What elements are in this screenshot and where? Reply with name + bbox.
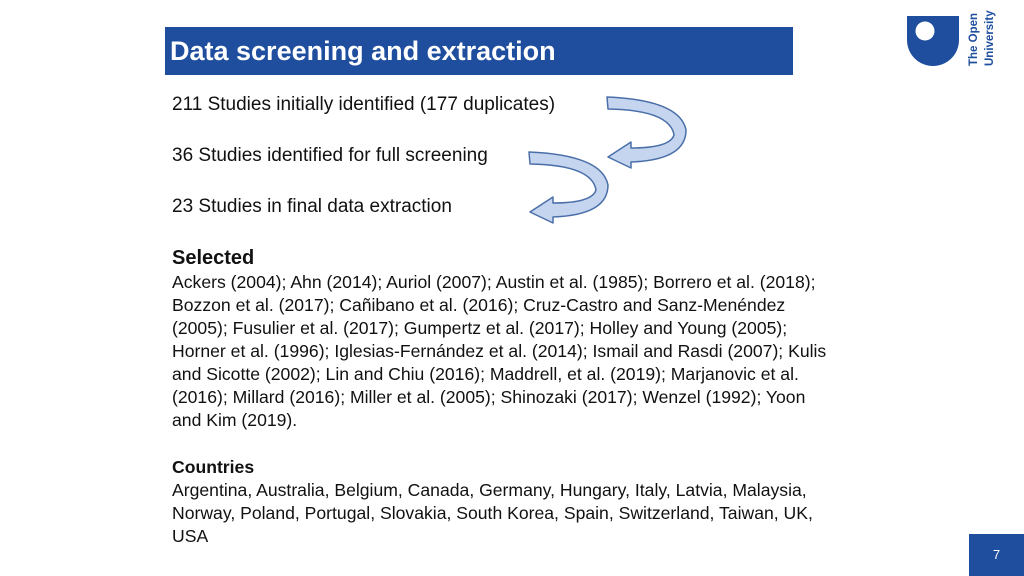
slide-title: Data screening and extraction: [170, 36, 556, 66]
countries-list: Argentina, Australia, Belgium, Canada, G…: [172, 480, 813, 546]
selected-heading: Selected: [172, 247, 255, 269]
slide-title-bar: Data screening and extraction: [165, 27, 793, 75]
open-university-shield-icon: [907, 16, 959, 66]
logo-wordmark-line2: University: [984, 10, 996, 66]
countries-heading: Countries: [172, 457, 255, 477]
step-extraction: 23 Studies in final data extraction: [172, 196, 452, 217]
logo-wordmark-line1: The Open: [968, 12, 980, 66]
curved-arrow-icon: [606, 96, 687, 169]
step-initial: 211 Studies initially identified (177 du…: [172, 94, 556, 115]
page-number: 7: [969, 534, 1024, 576]
flow-arrows: [528, 96, 687, 224]
open-university-logo: [907, 16, 959, 66]
curved-arrow-icon: [528, 151, 609, 224]
step-screening: 36 Studies identified for full screening: [172, 145, 488, 166]
logo-wordmark: The Open University: [966, 10, 1002, 68]
selected-studies-list: Ackers (2004); Ahn (2014); Auriol (2007)…: [172, 272, 827, 430]
